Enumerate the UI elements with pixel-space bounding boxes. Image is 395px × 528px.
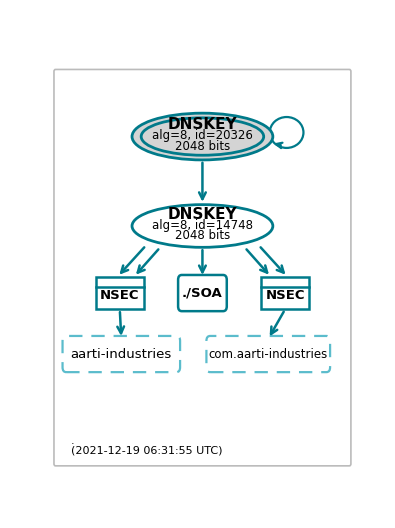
Text: NSEC: NSEC bbox=[265, 289, 305, 303]
Text: 2048 bits: 2048 bits bbox=[175, 229, 230, 242]
Text: com.aarti-industries: com.aarti-industries bbox=[209, 347, 328, 361]
Text: (2021-12-19 06:31:55 UTC): (2021-12-19 06:31:55 UTC) bbox=[71, 446, 222, 456]
Text: DNSKEY: DNSKEY bbox=[167, 117, 237, 132]
Text: alg=8, id=14748: alg=8, id=14748 bbox=[152, 219, 253, 232]
Text: ./SOA: ./SOA bbox=[182, 287, 223, 299]
Text: NSEC: NSEC bbox=[100, 289, 139, 303]
Ellipse shape bbox=[270, 117, 303, 148]
FancyBboxPatch shape bbox=[54, 70, 351, 466]
FancyBboxPatch shape bbox=[62, 336, 180, 372]
Text: DNSKEY: DNSKEY bbox=[167, 207, 237, 222]
Ellipse shape bbox=[132, 113, 273, 160]
Ellipse shape bbox=[141, 118, 264, 155]
FancyBboxPatch shape bbox=[207, 336, 330, 372]
Bar bbox=[96, 277, 143, 309]
Text: .: . bbox=[71, 436, 74, 446]
Bar bbox=[261, 277, 309, 309]
Text: aarti-industries: aarti-industries bbox=[71, 347, 172, 361]
FancyBboxPatch shape bbox=[178, 275, 227, 311]
Ellipse shape bbox=[132, 205, 273, 247]
Text: alg=8, id=20326: alg=8, id=20326 bbox=[152, 129, 253, 142]
Text: 2048 bits: 2048 bits bbox=[175, 140, 230, 153]
